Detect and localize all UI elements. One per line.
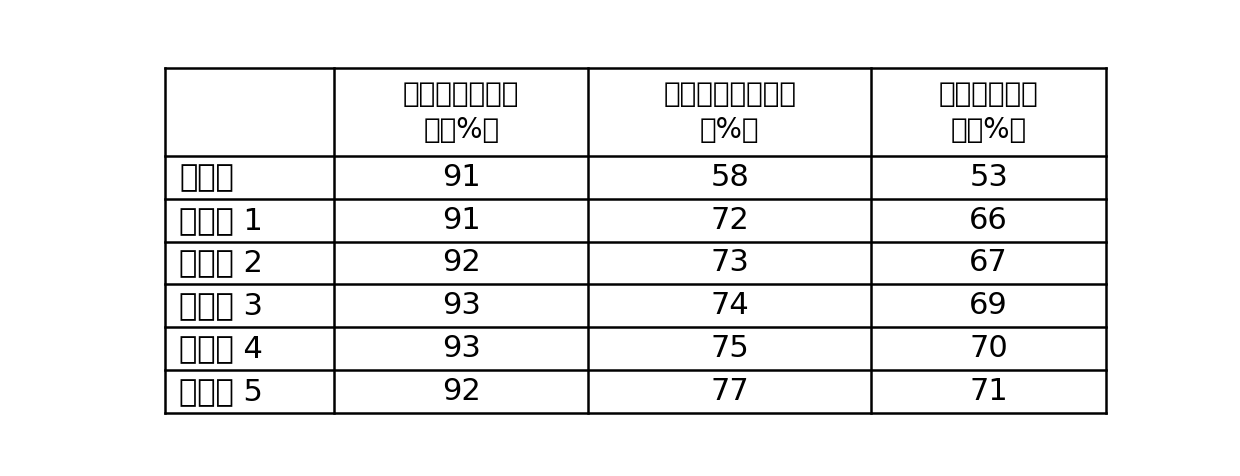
Text: 异构十四烷收
率（%）: 异构十四烷收 率（%）	[939, 79, 1039, 145]
Text: 58: 58	[711, 163, 749, 192]
Text: 72: 72	[711, 206, 749, 235]
Text: 实施例 4: 实施例 4	[179, 334, 263, 363]
Text: 74: 74	[711, 291, 749, 320]
Text: 75: 75	[711, 334, 749, 363]
Text: 71: 71	[970, 377, 1008, 406]
Text: 实施例 3: 实施例 3	[179, 291, 263, 320]
Text: 73: 73	[711, 248, 749, 278]
Text: 对比例: 对比例	[179, 163, 234, 192]
Text: 92: 92	[441, 377, 481, 406]
Text: 91: 91	[441, 163, 481, 192]
Text: 66: 66	[970, 206, 1008, 235]
Text: 93: 93	[441, 334, 481, 363]
Text: 实施例 1: 实施例 1	[179, 206, 263, 235]
Text: 实施例 5: 实施例 5	[179, 377, 263, 406]
Text: 实施例 2: 实施例 2	[179, 248, 263, 278]
Text: 92: 92	[441, 248, 481, 278]
Text: 77: 77	[711, 377, 749, 406]
Text: 69: 69	[970, 291, 1008, 320]
Text: 93: 93	[441, 291, 481, 320]
Text: 70: 70	[970, 334, 1008, 363]
Text: 67: 67	[970, 248, 1008, 278]
Text: 异构十四烷选择性
（%）: 异构十四烷选择性 （%）	[663, 79, 796, 145]
Text: 53: 53	[970, 163, 1008, 192]
Text: 91: 91	[441, 206, 481, 235]
Text: 正构十四烷转化
率（%）: 正构十四烷转化 率（%）	[403, 79, 520, 145]
